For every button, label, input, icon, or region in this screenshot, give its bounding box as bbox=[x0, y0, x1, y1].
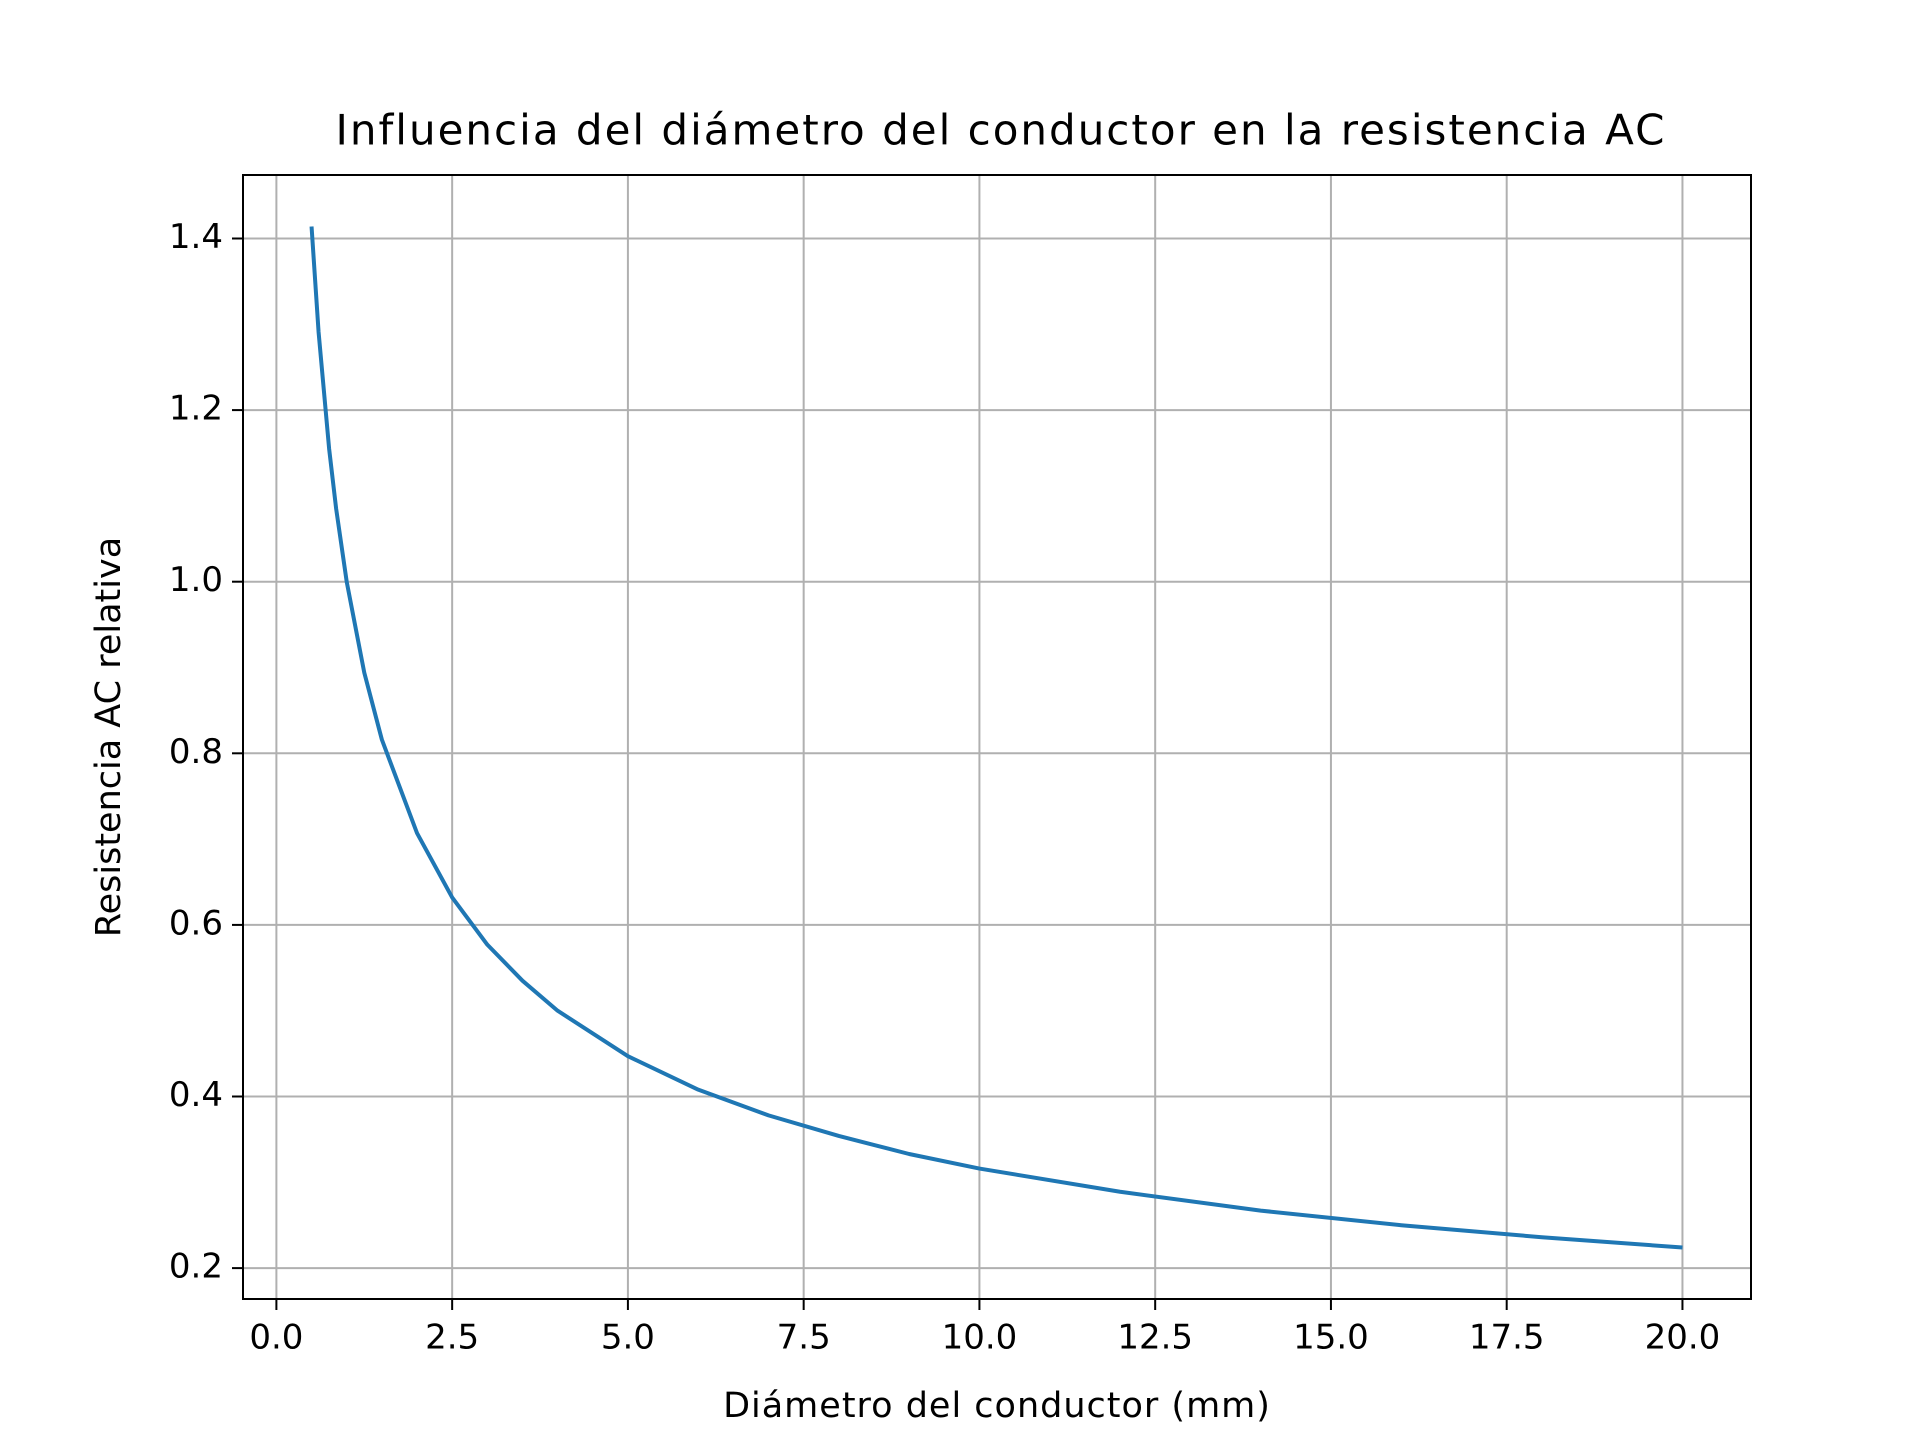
x-tick-label: 7.5 bbox=[777, 1318, 831, 1358]
y-tick-label: 0.6 bbox=[169, 903, 223, 943]
x-tick-label: 15.0 bbox=[1293, 1318, 1369, 1358]
x-axis-label: Diámetro del conductor (mm) bbox=[723, 1386, 1271, 1426]
line-series bbox=[309, 226, 1683, 1250]
y-tick-label: 1.0 bbox=[169, 560, 223, 600]
chart-title: Influencia del diámetro del conductor en… bbox=[336, 106, 1667, 155]
x-tick-label: 5.0 bbox=[601, 1318, 655, 1358]
x-tick-label: 0.0 bbox=[249, 1318, 303, 1358]
x-tick-label: 10.0 bbox=[942, 1318, 1018, 1358]
x-tick-label: 20.0 bbox=[1645, 1318, 1721, 1358]
y-tick-label: 1.4 bbox=[169, 217, 223, 257]
x-tick-label: 17.5 bbox=[1469, 1318, 1545, 1358]
y-tick-label: 0.4 bbox=[169, 1075, 223, 1115]
y-tick-label: 1.2 bbox=[169, 389, 223, 429]
y-tick-label: 0.8 bbox=[169, 732, 223, 772]
y-axis-label: Resistencia AC relativa bbox=[89, 537, 129, 937]
plot-frame bbox=[242, 174, 1752, 1300]
y-tick-label: 0.2 bbox=[169, 1247, 223, 1287]
x-tick-label: 12.5 bbox=[1117, 1318, 1193, 1358]
x-tick-label: 2.5 bbox=[425, 1318, 479, 1358]
